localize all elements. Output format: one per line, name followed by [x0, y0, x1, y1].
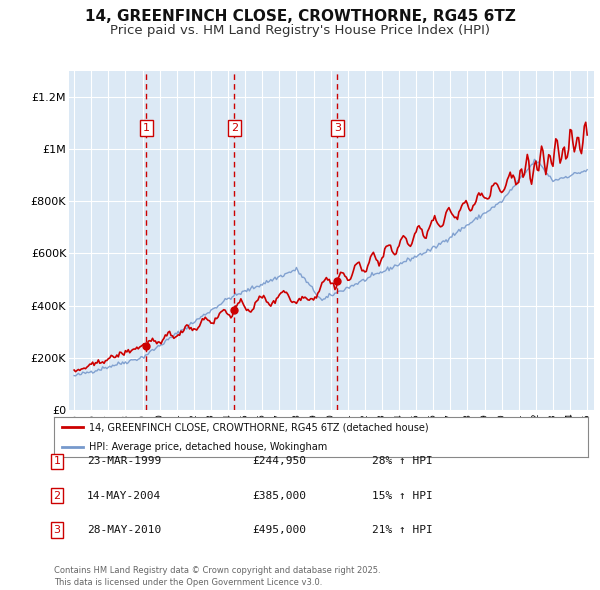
Point [332, 276, 342, 286]
Text: 1: 1 [143, 123, 150, 133]
Text: 3: 3 [53, 525, 61, 535]
Text: Contains HM Land Registry data © Crown copyright and database right 2025.
This d: Contains HM Land Registry data © Crown c… [54, 566, 380, 587]
Text: 21% ↑ HPI: 21% ↑ HPI [372, 525, 433, 535]
Text: 3: 3 [334, 123, 341, 133]
Text: 1: 1 [53, 457, 61, 466]
Text: HPI: Average price, detached house, Wokingham: HPI: Average price, detached house, Woki… [89, 442, 327, 452]
Text: 14, GREENFINCH CLOSE, CROWTHORNE, RG45 6TZ (detached house): 14, GREENFINCH CLOSE, CROWTHORNE, RG45 6… [89, 422, 428, 432]
Text: 14-MAY-2004: 14-MAY-2004 [87, 491, 161, 500]
Text: 15% ↑ HPI: 15% ↑ HPI [372, 491, 433, 500]
Text: 23-MAR-1999: 23-MAR-1999 [87, 457, 161, 466]
Text: £244,950: £244,950 [252, 457, 306, 466]
Point [230, 305, 239, 314]
Text: 14, GREENFINCH CLOSE, CROWTHORNE, RG45 6TZ: 14, GREENFINCH CLOSE, CROWTHORNE, RG45 6… [85, 9, 515, 24]
Text: 2: 2 [53, 491, 61, 500]
Point [142, 342, 151, 351]
Text: 28% ↑ HPI: 28% ↑ HPI [372, 457, 433, 466]
Text: 28-MAY-2010: 28-MAY-2010 [87, 525, 161, 535]
Text: Price paid vs. HM Land Registry's House Price Index (HPI): Price paid vs. HM Land Registry's House … [110, 24, 490, 37]
Text: £385,000: £385,000 [252, 491, 306, 500]
Text: £495,000: £495,000 [252, 525, 306, 535]
Text: 2: 2 [231, 123, 238, 133]
